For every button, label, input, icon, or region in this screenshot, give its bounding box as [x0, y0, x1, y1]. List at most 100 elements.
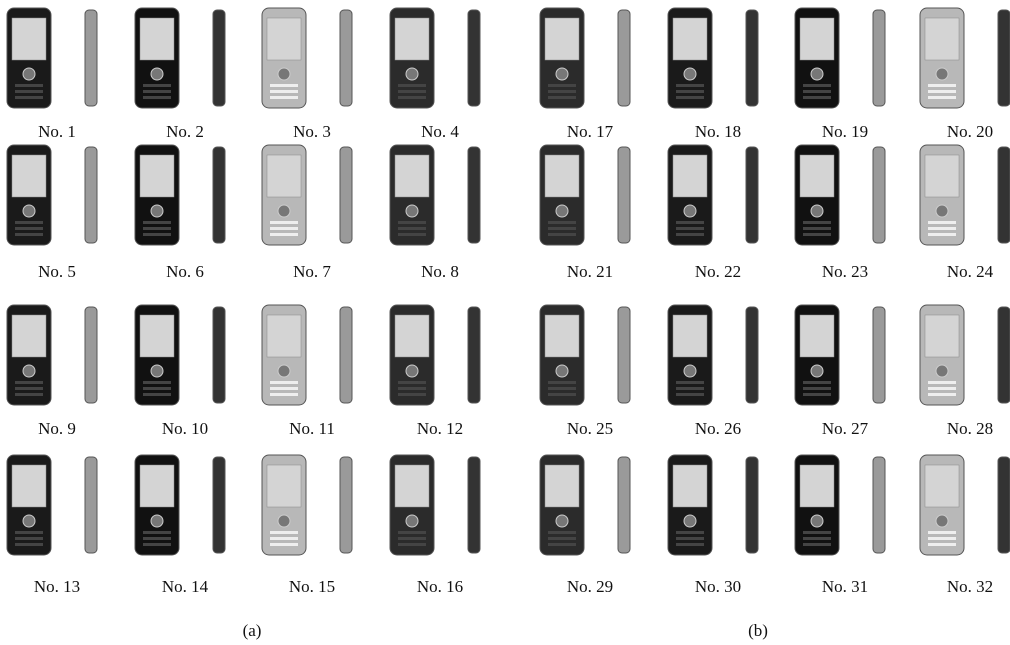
- phone-screen: [672, 314, 708, 358]
- phone-screen: [799, 464, 835, 508]
- phone-side: [997, 306, 1010, 404]
- phone-side: [872, 146, 886, 244]
- item-label: No. 27: [822, 419, 869, 438]
- phone-keypad: [803, 543, 831, 546]
- phone-keypad: [548, 543, 576, 546]
- phone-keypad: [15, 381, 43, 384]
- phone-keypad: [143, 221, 171, 224]
- phone-key: [22, 514, 36, 528]
- item-label: No. 28: [947, 419, 993, 438]
- phone-key: [22, 204, 36, 218]
- item-label: No. 2: [166, 122, 204, 141]
- item-label: No. 14: [162, 577, 209, 596]
- phone-side: [212, 9, 226, 107]
- phone-screen: [394, 154, 430, 198]
- phone-keypad: [398, 233, 426, 236]
- phone-screen: [924, 17, 960, 61]
- phone-keypad: [270, 221, 298, 224]
- item-label: No. 12: [417, 419, 463, 438]
- phone-key: [810, 204, 824, 218]
- item-label: No. 17: [567, 122, 614, 141]
- phone-keypad: [803, 393, 831, 396]
- phone-key: [150, 364, 164, 378]
- item-label: No. 22: [695, 262, 741, 281]
- phone-screen: [544, 464, 580, 508]
- phone-key: [935, 67, 949, 81]
- phone-keypad: [15, 387, 43, 390]
- phone-keypad: [928, 543, 956, 546]
- phone-keypad: [803, 90, 831, 93]
- item-label: No. 23: [822, 262, 868, 281]
- phone-key: [405, 204, 419, 218]
- phone-key: [683, 204, 697, 218]
- phone-keypad: [270, 537, 298, 540]
- phone-keypad: [270, 90, 298, 93]
- phone-keypad: [143, 381, 171, 384]
- phone-keypad: [928, 221, 956, 224]
- phone-key: [277, 204, 291, 218]
- phone-keypad: [143, 537, 171, 540]
- phone-key: [150, 204, 164, 218]
- phone-side: [997, 146, 1010, 244]
- phone-keypad: [803, 84, 831, 87]
- item-label: No. 32: [947, 577, 993, 596]
- phone-screen: [544, 17, 580, 61]
- phone-keypad: [398, 537, 426, 540]
- phone-screen: [11, 17, 47, 61]
- phone-screen: [394, 314, 430, 358]
- phone-side: [84, 456, 98, 554]
- phone-side: [617, 456, 631, 554]
- phone-keypad: [676, 233, 704, 236]
- phone-keypad: [548, 221, 576, 224]
- phone-keypad: [15, 233, 43, 236]
- phone-key: [277, 364, 291, 378]
- phone-side: [212, 146, 226, 244]
- phone-keypad: [548, 233, 576, 236]
- phone-screen: [544, 154, 580, 198]
- phone-keypad: [15, 84, 43, 87]
- item-label: No. 7: [293, 262, 331, 281]
- phone-keypad: [270, 393, 298, 396]
- item-label: No. 3: [293, 122, 331, 141]
- phone-keypad: [15, 221, 43, 224]
- phone-keypad: [928, 227, 956, 230]
- phone-key: [810, 67, 824, 81]
- phone-keypad: [398, 221, 426, 224]
- phone-screen: [394, 464, 430, 508]
- phone-side: [467, 146, 481, 244]
- phone-side: [617, 146, 631, 244]
- phone-screen: [672, 464, 708, 508]
- phone-keypad: [676, 227, 704, 230]
- phone-keypad: [143, 96, 171, 99]
- phone-keypad: [270, 96, 298, 99]
- phone-key: [150, 514, 164, 528]
- phone-keypad: [548, 393, 576, 396]
- item-label: No. 8: [421, 262, 459, 281]
- item-label: No. 10: [162, 419, 208, 438]
- phone-keypad: [270, 531, 298, 534]
- phone-side: [617, 306, 631, 404]
- phone-side: [339, 146, 353, 244]
- phone-keypad: [928, 90, 956, 93]
- item-label: No. 21: [567, 262, 613, 281]
- phone-key: [810, 514, 824, 528]
- phone-screen: [266, 314, 302, 358]
- phone-keypad: [270, 387, 298, 390]
- phone-keypad: [803, 531, 831, 534]
- phone-side: [339, 9, 353, 107]
- phone-keypad: [548, 387, 576, 390]
- item-label: No. 26: [695, 419, 741, 438]
- phone-side: [745, 9, 759, 107]
- phone-keypad: [928, 537, 956, 540]
- item-label: No. 25: [567, 419, 613, 438]
- phone-keypad: [676, 543, 704, 546]
- item-label: No. 6: [166, 262, 204, 281]
- phone-keypad: [676, 381, 704, 384]
- item-label: No. 29: [567, 577, 613, 596]
- phone-screen: [139, 314, 175, 358]
- phone-screen: [266, 154, 302, 198]
- phone-keypad: [928, 387, 956, 390]
- phone-keypad: [143, 393, 171, 396]
- phone-side: [467, 306, 481, 404]
